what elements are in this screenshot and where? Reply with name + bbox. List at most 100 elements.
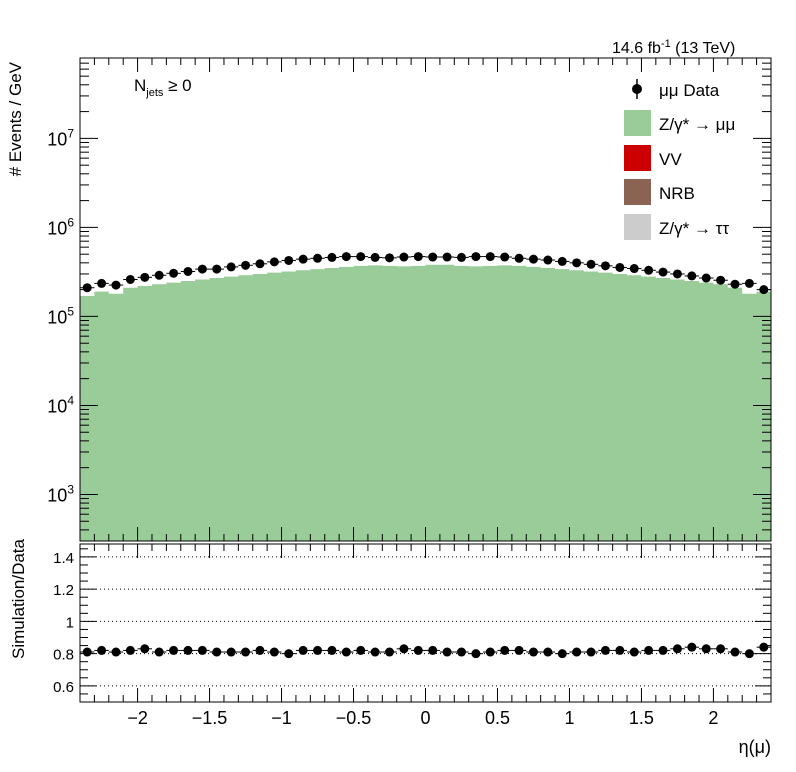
data-point: [212, 264, 222, 274]
ratio-point: [241, 647, 251, 657]
ratio-point: [687, 642, 697, 652]
y-tick-label: 103: [47, 482, 74, 505]
data-point: [385, 253, 395, 263]
x-tick-label: −1: [271, 708, 292, 728]
ratio-point: [313, 645, 323, 655]
njets-rest: ≥ 0: [163, 76, 191, 95]
y-tick-label-exp: 3: [67, 482, 74, 496]
legend-swatch: [624, 214, 651, 240]
ratio-y-tick-label: 1: [66, 614, 74, 631]
ratio-point: [226, 647, 236, 657]
ratio-point: [456, 647, 466, 657]
data-point: [615, 262, 625, 272]
legend-label: Z/γ* → μμ: [659, 115, 735, 134]
data-point: [730, 279, 740, 289]
data-point: [313, 253, 323, 263]
ratio-point: [385, 647, 395, 657]
y-tick-label-base: 10: [47, 129, 67, 149]
ratio-point: [744, 649, 754, 659]
njets-sub: jets: [145, 87, 164, 99]
legend-label: μμ Data: [659, 81, 720, 100]
data-point: [183, 266, 193, 276]
ratio-point: [644, 645, 654, 655]
x-tick-label: 1.5: [629, 708, 654, 728]
ratio-point: [701, 644, 711, 654]
data-point: [370, 252, 380, 262]
ratio-point: [629, 647, 639, 657]
ratio-point: [759, 642, 769, 652]
ratio-point: [298, 645, 308, 655]
data-point: [644, 265, 654, 275]
legend: μμ Data Z/γ* → μμ VV NRB Z/γ* → ττ: [624, 79, 735, 240]
ratio-point: [370, 647, 380, 657]
ratio-point: [600, 645, 610, 655]
data-point: [716, 275, 726, 285]
data-point: [658, 267, 668, 277]
mc-zmumu-histogram: [80, 264, 771, 541]
energy-label: (13 TeV): [671, 40, 736, 57]
legend-label: NRB: [659, 184, 695, 203]
data-point: [600, 261, 610, 271]
data-point: [428, 252, 438, 262]
data-point: [255, 259, 265, 269]
y-tick-label-base: 10: [47, 396, 67, 416]
legend-marker: [632, 84, 642, 94]
ratio-point: [528, 647, 538, 657]
ratio-point: [442, 647, 452, 657]
data-point: [169, 268, 179, 278]
data-point: [500, 252, 510, 262]
legend-label: VV: [659, 150, 682, 169]
ratio-point: [341, 647, 351, 657]
legend-swatch: [624, 179, 651, 205]
data-point: [327, 252, 337, 262]
data-point: [125, 274, 135, 284]
ratio-point: [586, 647, 596, 657]
data-point: [97, 278, 107, 288]
data-point: [557, 256, 567, 266]
data-point: [442, 252, 452, 262]
ratio-y-tick-label: 1.2: [53, 582, 74, 599]
ratio-point: [658, 645, 668, 655]
y-tick-label-exp: 4: [67, 393, 74, 407]
y-tick-label-base: 10: [47, 485, 67, 505]
ratio-point: [169, 645, 179, 655]
ratio-point: [672, 644, 682, 654]
x-tick-label: 0.5: [485, 708, 510, 728]
legend-label: Z/γ* → ττ: [659, 219, 729, 238]
y-tick-label: 107: [47, 126, 74, 149]
data-point: [514, 253, 524, 263]
ratio-point: [730, 647, 740, 657]
njets-main: N: [134, 76, 146, 95]
data-point: [543, 255, 553, 265]
legend-swatch: [624, 110, 651, 136]
data-point: [456, 252, 466, 262]
y-axis-title-ratio: Simulation/Data: [9, 538, 28, 659]
y-axis-title-main: # Events / GeV: [6, 61, 25, 176]
x-tick-label: −0.5: [336, 708, 372, 728]
data-point: [241, 260, 251, 270]
ratio-point: [255, 645, 265, 655]
ratio-point: [284, 649, 294, 659]
luminosity-label: 14.6 fb-1 (13 TeV): [612, 38, 735, 57]
data-point: [629, 264, 639, 274]
data-point: [82, 283, 92, 293]
ratio-frame: [79, 543, 772, 703]
data-point: [528, 254, 538, 264]
ratio-point: [413, 645, 423, 655]
ratio-y-tick-label: 0.6: [53, 679, 74, 696]
x-axis-title: η(μ): [739, 737, 771, 757]
y-tick-label: 104: [47, 393, 74, 416]
x-tick-label: −2: [127, 708, 148, 728]
data-point: [413, 252, 423, 262]
ratio-point: [572, 647, 582, 657]
ratio-y-tick-label: 0.8: [53, 647, 74, 664]
ratio-point: [111, 647, 121, 657]
ratio-point: [471, 649, 481, 659]
data-point: [485, 252, 495, 262]
ratio-point: [514, 645, 524, 655]
ratio-point: [557, 649, 567, 659]
njets-annotation: Njets ≥ 0: [134, 76, 192, 99]
x-tick-label: −1.5: [192, 708, 228, 728]
